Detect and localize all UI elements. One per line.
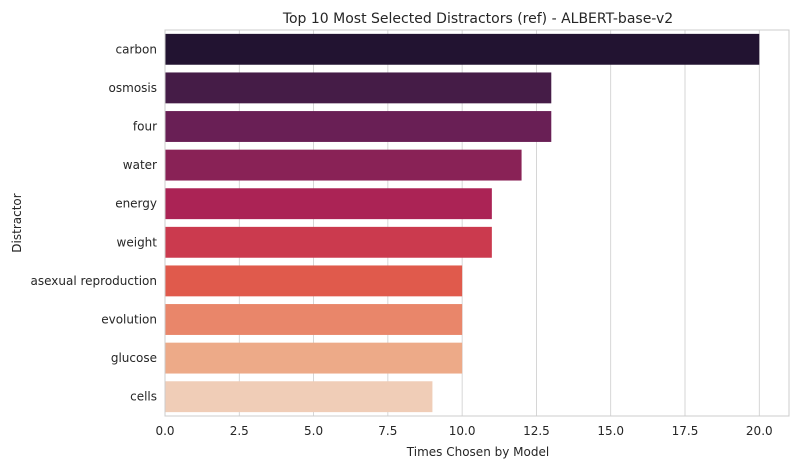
x-axis-label: Times Chosen by Model [406,445,549,459]
y-tick-label: asexual reproduction [31,274,157,288]
bar-cells [165,381,433,413]
bar-osmosis [165,72,552,104]
x-tick-label: 15.0 [597,424,624,438]
y-tick-label: osmosis [109,81,157,95]
bars [165,33,760,413]
y-tick-label: energy [115,197,157,211]
x-tick-label: 10.0 [449,424,476,438]
bar-energy [165,188,492,220]
y-tick-label: carbon [116,42,157,56]
bar-glucose [165,342,463,374]
x-tick-label: 0.0 [155,424,174,438]
bar-evolution [165,304,463,335]
x-tick-label: 17.5 [672,424,699,438]
x-tick-label: 2.5 [230,424,249,438]
y-axis-label: Distractor [10,193,24,252]
chart-title: Top 10 Most Selected Distractors (ref) -… [282,11,673,27]
bar-carbon [165,33,760,65]
y-tick-labels: carbon osmosis four water energy weight asexua… [31,42,158,403]
x-tick-label: 20.0 [746,424,773,438]
plot-frame [164,29,790,417]
x-tick-labels: 0.0 2.5 5.0 7.5 10.0 12.5 15.0 17.5 20.0 [155,424,772,438]
y-tick-label: glucose [111,351,157,365]
y-tick-label: four [133,120,157,134]
y-tick-label: weight [117,235,158,249]
x-tick-label: 12.5 [523,424,550,438]
bar-water [165,149,522,181]
y-tick-label: evolution [101,313,157,327]
y-tick-label: water [123,158,157,172]
bar-asexual-reproduction [165,265,463,297]
x-tick-label: 5.0 [304,424,323,438]
y-tick-label: cells [130,390,157,404]
bar-weight [165,226,492,258]
x-tick-label: 7.5 [378,424,397,438]
bar-four [165,111,552,142]
